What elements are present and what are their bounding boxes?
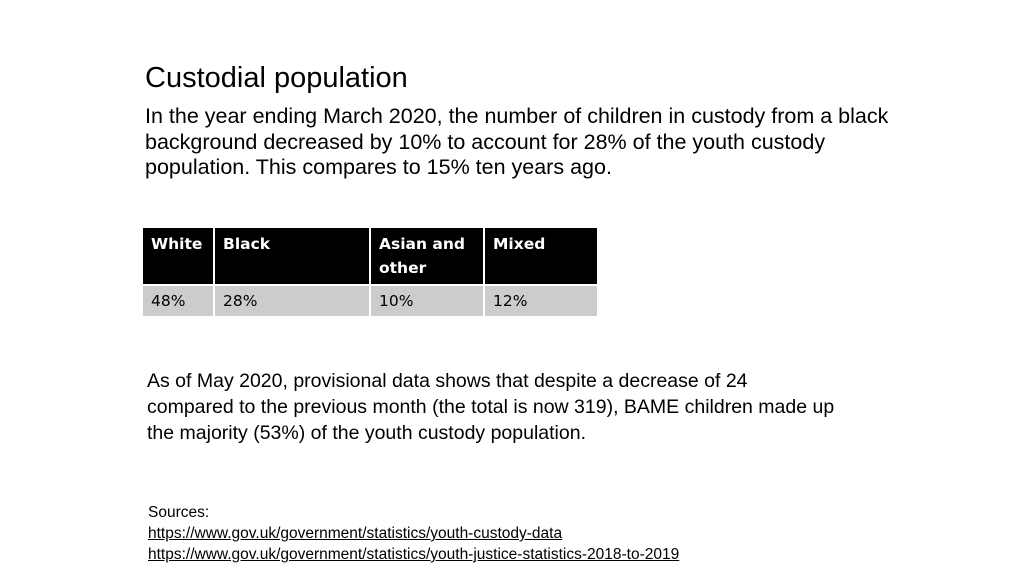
header-asian-and-other: Asian and other (370, 228, 485, 285)
provisional-data-paragraph: As of May 2020, provisional data shows t… (147, 370, 835, 444)
value-white: 48% (143, 284, 215, 316)
value-mixed: 12% (484, 284, 597, 316)
intro-paragraph: In the year ending March 2020, the numbe… (145, 104, 889, 179)
header-mixed: Mixed (484, 228, 597, 285)
value-asian-and-other: 10% (370, 284, 485, 316)
sources-block: Sources: https://www.gov.uk/government/s… (148, 502, 679, 565)
source-link-youth-justice[interactable]: https://www.gov.uk/government/statistics… (148, 546, 680, 563)
value-black: 28% (214, 284, 371, 316)
header-white: White (143, 228, 215, 285)
sources-label: Sources: (148, 504, 210, 521)
ethnicity-table: White Black Asian and other Mixed 48% 28… (143, 228, 597, 316)
source-link-youth-custody[interactable]: https://www.gov.uk/government/statistics… (148, 525, 563, 542)
table-header-row: White Black Asian and other Mixed (143, 228, 597, 285)
slide-title: Custodial population (145, 62, 408, 94)
header-black: Black (214, 228, 371, 285)
table-row: 48% 28% 10% 12% (143, 284, 597, 316)
